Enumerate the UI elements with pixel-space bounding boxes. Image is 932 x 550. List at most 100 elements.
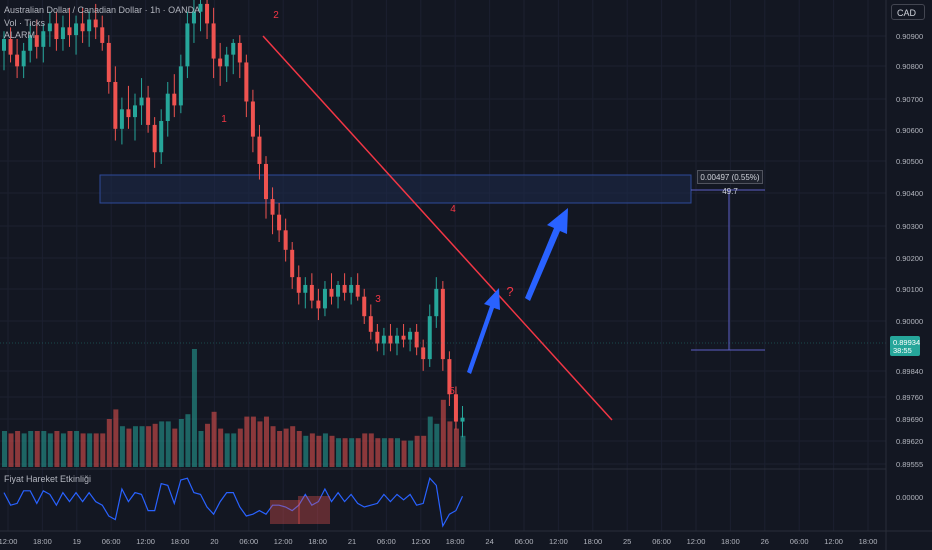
candle-body [178,66,183,106]
price-axis[interactable]: 0.90900 0.90800 0.90700 0.90600 0.90500 0.904… [896,32,923,502]
candle-body [191,11,196,24]
time-tick-label: 12:00 [411,537,430,546]
time-axis[interactable]: 12:00 18:00 19 06:00 12:00 18:00 20 06:00 12:00 1… [0,537,877,546]
volume-bar [106,419,112,467]
candle-body [159,121,164,153]
candle-body [60,27,65,40]
last-price-badge: 0.89934 38:55 [890,336,920,356]
volume-bar [218,428,224,467]
candle-body [395,335,399,344]
volume-bar [460,435,466,467]
candle-body [401,335,406,340]
candle-body [211,23,216,59]
candle-body [126,109,131,118]
volume-bar [434,423,440,467]
candle-body [205,3,210,24]
candle-body [296,277,301,293]
wave-labels: 1 2 3 4 5? [221,10,513,397]
candle-body [375,331,380,344]
price-tick-label: 0.90900 [896,32,923,41]
volume-bar [296,431,302,467]
candle-body [2,39,6,51]
volume-bar [283,428,289,467]
volume-bar [28,431,34,467]
volume-bar [146,426,152,467]
volume-bar [113,409,119,467]
time-tick-label: 12:00 [687,537,706,546]
candle-body [250,101,255,137]
volume-bar [277,431,283,467]
countdown-value: 38:55 [893,346,912,355]
wave-label: 2 [273,10,279,21]
volume-bar [67,431,73,467]
price-tick-label: 0.90500 [896,157,923,166]
candle-body [41,31,46,47]
last-price-value: 0.89934 [893,338,920,347]
time-tick-label: 18:00 [446,537,465,546]
candle-body [309,284,314,301]
candle-body [8,39,13,55]
candles [2,0,465,438]
trendline[interactable] [262,35,613,421]
volume-bar [342,438,348,467]
candle-body [283,230,288,250]
candle-body [388,335,393,344]
volume-bar [100,433,106,467]
volume-legend[interactable]: Vol · Ticks [4,18,46,28]
candle-body [152,124,157,153]
oscillator-highlight [298,496,330,524]
candle-body [133,105,137,118]
volume-bar [15,431,21,467]
candle-body [349,284,354,293]
candle-body [231,42,236,55]
volume-bar [54,431,60,467]
volume-bar [185,414,191,467]
price-tick-label: 0.89840 [896,367,923,376]
candle-body [113,81,118,129]
candle-body [427,316,432,360]
volume-bar [159,421,165,467]
volume-bar [395,438,400,467]
candle-body [414,331,419,348]
candle-body [21,50,26,67]
volume-bar [349,438,355,467]
volume-bar [93,433,99,467]
volume-bar [244,416,250,467]
candle-body [28,35,33,51]
symbol-line[interactable]: Australian Dollar / Canadian Dollar · 1h… [4,5,201,15]
candle-body [355,284,360,297]
time-tick-label: 24 [485,537,493,546]
candle-body [87,19,92,32]
time-tick-label: 18:00 [171,537,190,546]
volume-bar [336,438,342,467]
time-tick-label: 12:00 [0,537,17,546]
volume-bar [250,416,256,467]
candle-body [139,97,144,106]
price-tick-label: 0.89555 [896,460,923,469]
volume-bar [178,419,184,467]
price-tick-label: 0.90600 [896,126,923,135]
candle-body [368,316,373,332]
price-tick-label: 0.89620 [896,437,923,446]
candle-body [434,288,439,317]
candle-body [342,284,347,293]
candle-body [47,23,52,32]
volume-bar [231,433,237,467]
alarm-legend[interactable]: ALARM [4,30,36,40]
time-tick-label: 18:00 [33,537,52,546]
volume-bar [8,433,14,467]
candle-body [381,335,386,344]
volume-bar [133,426,138,467]
candle-body [257,136,262,164]
measure-tool[interactable] [691,189,765,351]
candle-body [453,394,458,422]
currency-button[interactable]: CAD [891,4,925,20]
osc-tick-label: 0.00000 [896,493,923,502]
price-tick-label: 0.90800 [896,62,923,71]
volume-bar [198,431,204,467]
candle-body [408,331,413,340]
volume-bar [440,399,446,467]
volume-bar [290,426,296,467]
volume-bar [152,423,158,467]
